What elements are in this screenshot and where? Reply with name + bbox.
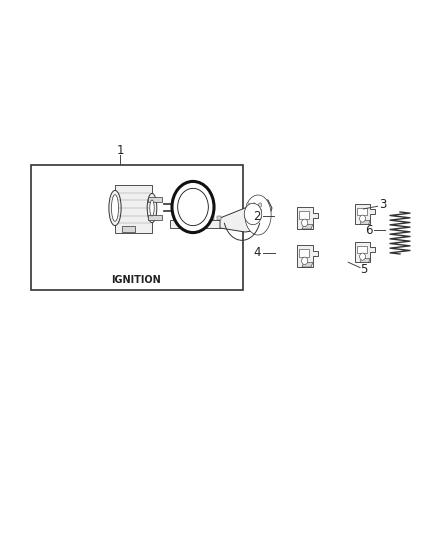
- Polygon shape: [122, 226, 135, 232]
- Polygon shape: [148, 215, 162, 220]
- Polygon shape: [355, 204, 375, 224]
- Polygon shape: [203, 216, 207, 220]
- Polygon shape: [210, 216, 214, 220]
- Circle shape: [360, 215, 365, 222]
- Polygon shape: [170, 220, 225, 228]
- Polygon shape: [217, 216, 221, 220]
- Polygon shape: [189, 216, 193, 220]
- Polygon shape: [115, 185, 152, 233]
- Circle shape: [258, 203, 262, 207]
- Circle shape: [246, 215, 250, 219]
- Polygon shape: [360, 220, 370, 224]
- Polygon shape: [299, 249, 309, 257]
- Polygon shape: [297, 207, 318, 229]
- Polygon shape: [357, 246, 367, 253]
- Circle shape: [302, 219, 308, 227]
- Circle shape: [244, 204, 262, 225]
- Polygon shape: [175, 216, 179, 220]
- Circle shape: [246, 209, 250, 213]
- Circle shape: [246, 203, 250, 207]
- Ellipse shape: [150, 200, 154, 216]
- Circle shape: [258, 215, 262, 219]
- Circle shape: [172, 181, 214, 232]
- Polygon shape: [297, 245, 318, 267]
- Polygon shape: [299, 212, 309, 219]
- Circle shape: [178, 188, 208, 225]
- Ellipse shape: [245, 195, 271, 235]
- Text: IGNITION: IGNITION: [111, 276, 161, 285]
- Circle shape: [252, 203, 256, 207]
- Polygon shape: [148, 197, 162, 202]
- Polygon shape: [302, 263, 313, 267]
- Circle shape: [252, 215, 256, 219]
- Text: 2: 2: [253, 210, 261, 223]
- Polygon shape: [360, 259, 370, 262]
- Text: 6: 6: [365, 224, 373, 237]
- Text: 4: 4: [253, 246, 261, 259]
- Text: 1: 1: [117, 144, 124, 157]
- Circle shape: [258, 209, 262, 213]
- Circle shape: [360, 253, 365, 260]
- Circle shape: [252, 209, 256, 213]
- Polygon shape: [357, 208, 367, 215]
- Polygon shape: [355, 241, 375, 262]
- Ellipse shape: [112, 195, 119, 221]
- Text: 3: 3: [379, 198, 386, 211]
- Polygon shape: [196, 216, 200, 220]
- Polygon shape: [302, 224, 313, 229]
- Polygon shape: [220, 200, 272, 232]
- Polygon shape: [182, 216, 186, 220]
- Text: 5: 5: [360, 263, 367, 276]
- Ellipse shape: [147, 193, 157, 223]
- Ellipse shape: [109, 190, 121, 225]
- Circle shape: [302, 257, 308, 264]
- Bar: [31, 165, 243, 290]
